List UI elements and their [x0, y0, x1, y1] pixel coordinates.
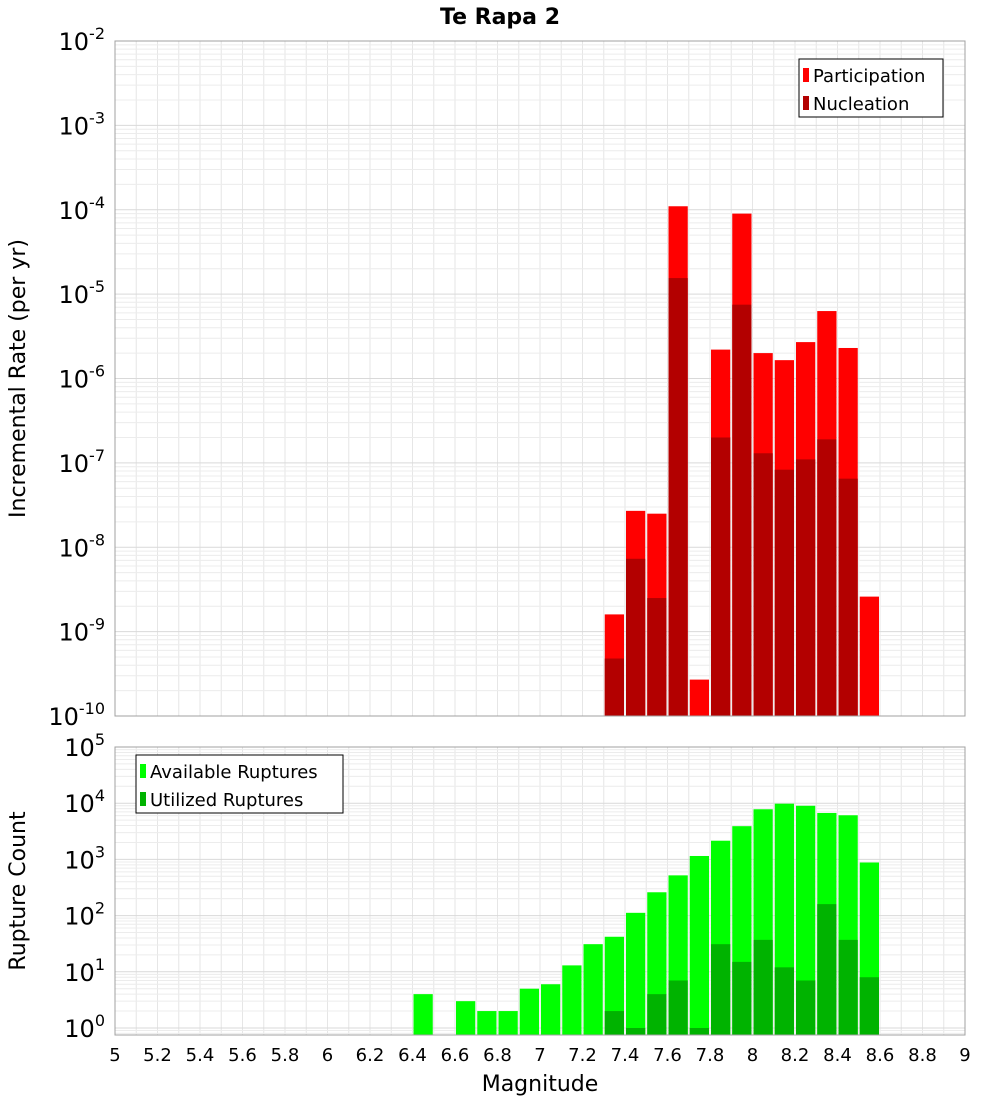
- bar: [604, 658, 624, 716]
- bar: [711, 944, 731, 1035]
- bar: [541, 984, 561, 1035]
- bar: [604, 1011, 624, 1035]
- legend-swatch: [140, 792, 146, 806]
- x-tick-label: 8.8: [908, 1045, 937, 1066]
- bar: [413, 994, 433, 1035]
- legend-box: [135, 754, 344, 814]
- x-tick-label: 5.2: [143, 1045, 172, 1066]
- x-tick-label: 5.6: [228, 1045, 257, 1066]
- legend-label: Nucleation: [813, 94, 909, 115]
- bar: [626, 558, 646, 716]
- bar: [647, 994, 667, 1035]
- series-1: [604, 904, 879, 1035]
- bar: [668, 278, 688, 716]
- legend-swatch: [803, 96, 809, 110]
- legend-label: Participation: [813, 66, 925, 87]
- bar: [498, 1011, 518, 1035]
- bar: [477, 1011, 497, 1035]
- bar: [753, 453, 773, 716]
- plot-frame: [114, 40, 966, 717]
- bar: [796, 980, 816, 1035]
- legend-box: [798, 58, 944, 118]
- y-axis-label: Rupture Count: [6, 811, 31, 971]
- legend-swatch: [140, 764, 146, 778]
- bar: [668, 980, 688, 1035]
- chart-title: Te Rapa 2: [440, 5, 560, 30]
- legend-label: Utilized Ruptures: [150, 790, 303, 811]
- plot-frame: [114, 746, 966, 1036]
- x-tick-label: 8: [747, 1045, 758, 1066]
- x-tick-label: 7.4: [611, 1045, 640, 1066]
- bar: [583, 944, 603, 1035]
- bar: [859, 596, 879, 716]
- bar: [732, 961, 752, 1035]
- bar: [562, 965, 582, 1035]
- bar: [647, 598, 667, 716]
- bar: [711, 437, 731, 716]
- rate-chart: 10-10 10-9 10-8 10-7 10-6 10-5 10-4 10-3 10-2 Inc…: [6, 5, 966, 731]
- x-tick-label: 8.6: [866, 1045, 895, 1066]
- legend-label: Available Ruptures: [150, 762, 318, 783]
- x-tick-label: 6.6: [441, 1045, 470, 1066]
- bar: [626, 1027, 646, 1035]
- series-1: [604, 278, 858, 716]
- x-axis-label: Magnitude: [482, 1072, 599, 1097]
- y-tick-label: 10-7: [59, 446, 106, 478]
- bar: [519, 988, 539, 1035]
- y-tick-label: 10-3: [59, 108, 106, 140]
- x-tick-label: 7.8: [696, 1045, 725, 1066]
- y-tick-label: 101: [64, 955, 105, 987]
- bar: [689, 679, 709, 716]
- bar: [456, 1001, 476, 1035]
- bar: [689, 855, 709, 1035]
- y-tick-label: 10-6: [59, 362, 106, 394]
- bar: [838, 478, 858, 716]
- y-tick-label: 10-5: [59, 277, 106, 309]
- y-tick-label: 102: [64, 899, 105, 931]
- x-tick-label: 6.2: [356, 1045, 385, 1066]
- bar: [774, 967, 794, 1035]
- x-tick-label: 7.6: [653, 1045, 682, 1066]
- x-tick-label: 5: [109, 1045, 120, 1066]
- legend: Available Ruptures Utilized Ruptures: [135, 754, 344, 814]
- y-tick-label: 10-9: [59, 615, 106, 647]
- x-tick-label: 8.2: [781, 1045, 810, 1066]
- y-tick-label: 10-2: [59, 24, 106, 56]
- x-tick-label: 7.2: [568, 1045, 597, 1066]
- grid-lines: [114, 40, 966, 717]
- y-tick-label: 105: [64, 730, 105, 762]
- bar: [774, 469, 794, 716]
- bar: [753, 939, 773, 1035]
- legend: Participation Nucleation: [798, 58, 944, 118]
- bar: [626, 912, 646, 1035]
- x-tick-label: 9: [959, 1045, 970, 1066]
- bar: [859, 977, 879, 1035]
- y-tick-label: 10-4: [59, 193, 106, 225]
- count-chart: 100 101 102 103 104 105 Rupture Count 5 5.2 5.4 5.…: [6, 730, 971, 1097]
- bar: [817, 904, 837, 1035]
- x-tick-label: 8.4: [823, 1045, 852, 1066]
- legend-swatch: [803, 68, 809, 82]
- bar: [604, 936, 624, 1035]
- bar: [796, 805, 816, 1035]
- x-tick-label: 6: [322, 1045, 333, 1066]
- y-axis-label: Incremental Rate (per yr): [6, 239, 31, 518]
- y-tick-label: 10-10: [48, 699, 105, 731]
- x-tick-label: 6.4: [398, 1045, 427, 1066]
- bar: [796, 459, 816, 716]
- x-tick-label: 5.4: [186, 1045, 215, 1066]
- bar: [817, 439, 837, 716]
- x-tick-label: 5.8: [271, 1045, 300, 1066]
- x-tick-label: 7: [534, 1045, 545, 1066]
- x-tick-label: 6.8: [483, 1045, 512, 1066]
- bar: [732, 304, 752, 716]
- bar: [838, 939, 858, 1035]
- y-tick-label: 104: [64, 786, 105, 818]
- y-tick-label: 100: [64, 1011, 105, 1043]
- y-tick-label: 103: [64, 842, 105, 874]
- bar: [689, 1027, 709, 1035]
- y-tick-label: 10-8: [59, 530, 106, 562]
